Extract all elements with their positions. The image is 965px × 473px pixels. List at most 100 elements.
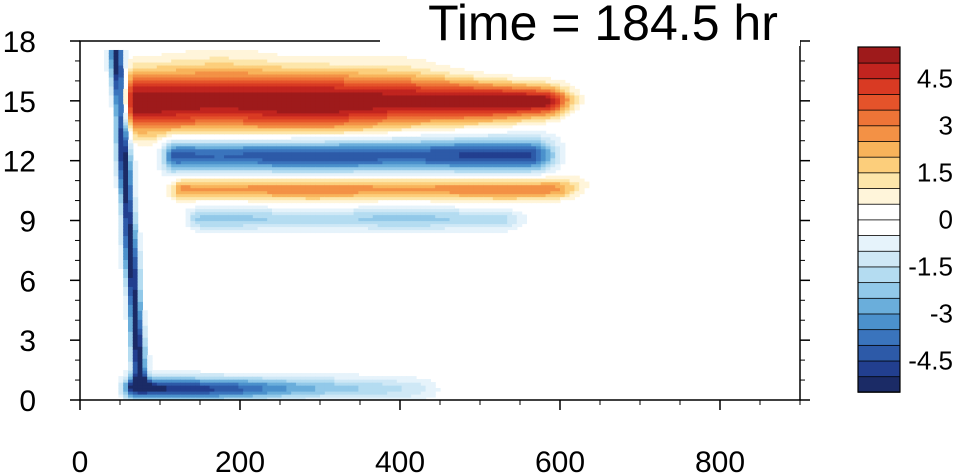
heatmap-cell	[348, 178, 355, 183]
heatmap-cell	[267, 76, 273, 81]
heatmap-cell	[478, 142, 484, 147]
heatmap-cell	[368, 382, 374, 386]
heatmap-cell	[156, 148, 163, 153]
heatmap-cell	[430, 73, 436, 78]
heatmap-cell	[128, 253, 134, 257]
heatmap-cell	[176, 142, 182, 147]
heatmap-cell	[276, 220, 283, 225]
heatmap-cell	[176, 169, 182, 174]
heatmap-cell	[238, 94, 244, 99]
heatmap-cell	[363, 85, 369, 90]
heatmap-cell	[238, 55, 244, 60]
heatmap-cell	[142, 88, 148, 93]
heatmap-cell	[128, 307, 134, 311]
heatmap-cell	[137, 133, 143, 138]
heatmap-cell	[310, 226, 316, 231]
heatmap-cell	[396, 64, 403, 69]
heatmap-cell	[262, 91, 268, 96]
heatmap-cell	[195, 139, 201, 144]
heatmap-cell	[137, 316, 143, 320]
heatmap-cell	[430, 94, 436, 99]
heatmap-cell	[137, 289, 143, 293]
heatmap-cell	[435, 118, 441, 123]
heatmap-cell	[488, 190, 494, 195]
heatmap-cell	[272, 382, 278, 386]
heatmap-cell	[257, 109, 263, 114]
heatmap-cell	[252, 91, 259, 96]
heatmap-cell	[123, 250, 129, 255]
heatmap-cell	[233, 163, 239, 168]
heatmap-cell	[118, 166, 124, 171]
heatmap-cell	[118, 382, 124, 386]
heatmap-cell	[300, 226, 307, 231]
heatmap-cell	[257, 226, 263, 231]
heatmap-cell	[392, 379, 398, 383]
heatmap-cell	[425, 61, 431, 66]
heatmap-cell	[411, 106, 417, 111]
heatmap-cell	[257, 376, 263, 380]
heatmap-cell	[358, 220, 364, 225]
heatmap-cell	[315, 382, 321, 386]
heatmap-cell	[291, 226, 297, 231]
heatmap-cell	[272, 58, 278, 63]
heatmap-cell	[228, 70, 235, 75]
heatmap-cell	[267, 58, 273, 63]
heatmap-cell	[233, 145, 239, 150]
heatmap-cell	[387, 139, 393, 144]
heatmap-cell	[296, 172, 302, 177]
heatmap-cell	[113, 100, 119, 105]
heatmap-cell	[128, 223, 134, 228]
heatmap-cell	[252, 199, 259, 204]
heatmap-cell	[483, 151, 489, 156]
heatmap-cell	[195, 82, 201, 87]
heatmap-cell	[449, 229, 455, 234]
heatmap-cell	[363, 142, 369, 147]
heatmap-cell	[123, 163, 129, 168]
heatmap-cell	[334, 55, 340, 60]
heatmap-cell	[358, 88, 364, 93]
heatmap-cell	[233, 379, 239, 383]
heatmap-cell	[238, 58, 244, 63]
heatmap-cell	[166, 373, 172, 377]
heatmap-cell	[358, 205, 364, 210]
heatmap-cell	[257, 190, 263, 195]
heatmap-cell	[440, 163, 446, 168]
heatmap-cell	[128, 202, 134, 207]
heatmap-cell	[171, 118, 177, 123]
heatmap-cell	[281, 112, 287, 117]
heatmap-cell	[339, 94, 345, 99]
heatmap-cell	[195, 223, 201, 228]
heatmap-cell	[473, 142, 479, 147]
heatmap-cell	[401, 229, 407, 234]
heatmap-cell	[243, 97, 249, 102]
heatmap-cell	[478, 109, 484, 114]
heatmap-cell	[353, 214, 359, 219]
heatmap-cell	[276, 214, 283, 219]
heatmap-cell	[204, 145, 211, 150]
heatmap-cell	[243, 223, 249, 228]
heatmap-cell	[473, 121, 479, 126]
heatmap-cell	[483, 217, 489, 222]
heatmap-cell	[377, 91, 383, 96]
heatmap-cell	[200, 100, 206, 105]
heatmap-cell	[132, 160, 139, 165]
heatmap-cell	[387, 190, 393, 195]
heatmap-cell	[113, 175, 119, 180]
heatmap-cell	[377, 151, 383, 156]
heatmap-cell	[435, 127, 441, 132]
heatmap-cell	[152, 139, 158, 144]
heatmap-cell	[444, 109, 451, 114]
heatmap-cell	[195, 370, 201, 374]
heatmap-cell	[238, 391, 244, 395]
heatmap-cell	[185, 127, 191, 132]
heatmap-cell	[348, 58, 355, 63]
heatmap-cell	[353, 142, 359, 147]
heatmap-cell	[224, 376, 230, 380]
heatmap-cell	[262, 229, 268, 234]
heatmap-cell	[363, 385, 369, 389]
heatmap-cell	[272, 193, 278, 198]
heatmap-cell	[224, 61, 230, 66]
heatmap-cell	[137, 361, 143, 365]
heatmap-cell	[315, 166, 321, 171]
heatmap-cell	[420, 73, 427, 78]
